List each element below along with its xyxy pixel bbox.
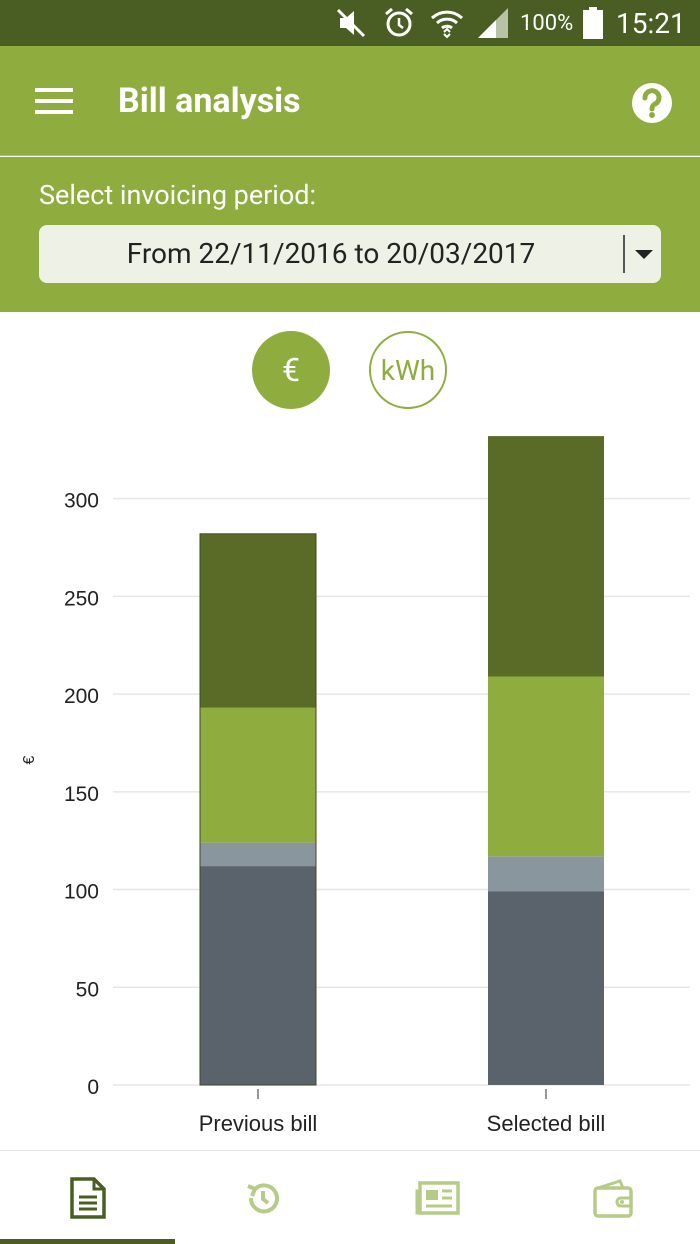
menu-button[interactable] — [26, 76, 82, 126]
battery-percent: 100% — [520, 0, 573, 46]
page-title: Bill analysis — [118, 81, 301, 121]
signal-icon — [476, 0, 510, 46]
mute-icon — [334, 0, 368, 46]
bar-segment — [488, 891, 604, 1085]
bar-outline — [199, 533, 317, 1086]
bar-segment — [488, 856, 604, 892]
clock-text: 15:21 — [616, 6, 686, 40]
y-tick-label: 100 — [64, 881, 99, 904]
alarm-icon — [382, 0, 416, 46]
app-bar: Bill analysis — [0, 46, 700, 156]
bar-segment — [200, 533, 316, 708]
tab-wallet[interactable] — [525, 1151, 700, 1244]
y-tick-label: 150 — [64, 783, 99, 806]
unit-euro-label: € — [282, 351, 300, 389]
status-bar: 100% 15:21 — [0, 0, 700, 46]
period-label: Select invoicing period: — [39, 179, 317, 211]
bill-chart-svg: 0 50 100 150 200 250 300 € Previous bill Selected… — [21, 436, 690, 1136]
y-tick-label: 50 — [76, 978, 99, 1001]
tab-news[interactable] — [350, 1151, 525, 1244]
bill-document-icon — [69, 1177, 106, 1219]
unit-kwh-label: kWh — [380, 353, 436, 387]
period-dropdown[interactable]: From 22/11/2016 to 20/03/2017 — [39, 225, 661, 283]
wallet-icon — [592, 1179, 633, 1218]
bill-chart: 0 50 100 150 200 250 300 € Previous bill Selected… — [0, 420, 700, 1150]
help-button[interactable] — [628, 79, 676, 127]
y-tick-label: 250 — [64, 587, 99, 610]
y-tick-label: 300 — [64, 490, 99, 513]
battery-icon — [582, 0, 604, 46]
active-tab-indicator — [0, 1239, 175, 1244]
period-selector-area: Select invoicing period: From 22/11/2016… — [0, 157, 700, 312]
clock: 15:21 — [616, 0, 686, 46]
help-icon — [632, 83, 672, 123]
y-axis-label: € — [21, 755, 38, 764]
battery-percent-text: 100% — [520, 10, 574, 36]
bar-segment — [200, 866, 316, 1085]
tab-bill[interactable] — [0, 1151, 175, 1244]
tab-history[interactable] — [175, 1151, 350, 1244]
bar-segment — [200, 707, 316, 843]
bottom-navigation — [0, 1150, 700, 1244]
unit-kwh-button[interactable]: kWh — [369, 331, 447, 409]
period-value: From 22/11/2016 to 20/03/2017 — [126, 237, 536, 270]
x-tick-label: Selected bill — [487, 1111, 606, 1136]
bar-segment — [488, 436, 604, 677]
bar-segment — [200, 842, 316, 867]
y-tick-label: 200 — [64, 685, 99, 708]
bar-segment — [488, 676, 604, 857]
dropdown-divider — [623, 235, 625, 273]
wifi-icon — [430, 0, 464, 46]
unit-euro-button[interactable]: € — [252, 331, 330, 409]
news-icon — [415, 1181, 460, 1215]
history-icon — [246, 1183, 279, 1214]
hamburger-menu-icon — [35, 88, 73, 114]
x-tick-label: Previous bill — [199, 1111, 318, 1136]
y-tick-label: 0 — [87, 1076, 99, 1099]
caret-down-icon — [635, 250, 653, 259]
